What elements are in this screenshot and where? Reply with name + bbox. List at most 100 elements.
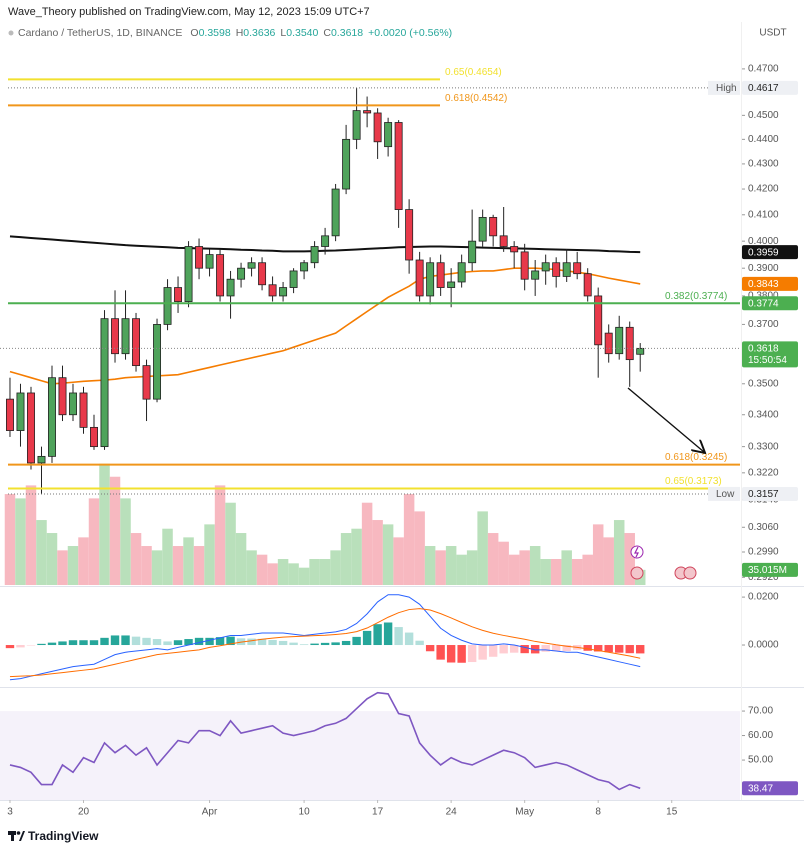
volume-bar (613, 520, 625, 585)
candle-body (195, 246, 204, 269)
volume-bar (309, 559, 320, 585)
candle-body (184, 246, 193, 302)
candle-body (216, 254, 225, 297)
macd-histogram-bar (79, 640, 88, 646)
ohlc-key: H (236, 27, 244, 39)
price-pane (4, 87, 646, 585)
volume-bar (67, 546, 79, 585)
candle-body (48, 377, 56, 457)
macd-pane (5, 594, 645, 681)
y-tick-label: 0.4700 (748, 64, 779, 75)
extreme-value: 0.3157 (748, 489, 779, 500)
volume-bar (435, 550, 446, 585)
projection-arrow (627, 387, 704, 452)
candle-body (373, 112, 382, 143)
macd-histogram-bar (436, 645, 445, 660)
candle-body (58, 377, 67, 416)
macd-histogram-bar (152, 639, 162, 646)
y-tick-label: 0.3500 (748, 378, 779, 389)
volume-bar (603, 537, 614, 585)
extreme-value: 0.4617 (748, 83, 779, 94)
rsi-band (0, 711, 740, 800)
ma-value-box (742, 245, 798, 260)
candle-body (352, 110, 361, 140)
ohlc-value: 0.3598 (199, 27, 231, 39)
candle-body (394, 122, 403, 210)
volume-bar (151, 550, 163, 585)
candle-body (205, 254, 214, 269)
volume-bar (109, 476, 121, 585)
candle-body (489, 216, 498, 237)
macd-histogram-bar (100, 637, 109, 646)
volume-bar (162, 528, 173, 585)
volume-bar (172, 546, 184, 585)
volume-bar (561, 550, 572, 585)
macd-histogram-bar (257, 638, 267, 646)
candle-body (415, 259, 424, 297)
volume-bar (4, 494, 16, 585)
volume-bar (193, 546, 205, 585)
macd-histogram-bar (446, 645, 456, 663)
candle-body (594, 295, 603, 346)
candle-body (310, 246, 319, 264)
candle-body (258, 262, 267, 286)
candle-body (321, 235, 330, 247)
current-price: 0.3618 (748, 344, 779, 355)
candle-body (520, 251, 529, 280)
x-tick-label: 24 (446, 807, 458, 818)
candle-body (457, 262, 466, 283)
candle-body (436, 262, 445, 288)
signal-line (9, 608, 641, 678)
volume-bar (235, 533, 247, 585)
macd-histogram-bar (488, 645, 498, 657)
volume-bar (204, 524, 215, 585)
candle-body (531, 270, 540, 280)
volume-bar (540, 559, 551, 585)
volume-bar (130, 533, 142, 585)
candle-body (573, 262, 582, 275)
volume-bar (277, 559, 289, 585)
candle-body (562, 262, 571, 277)
volume-bar (571, 559, 583, 585)
candle-body (268, 284, 277, 297)
macd-histogram-bar (636, 645, 645, 654)
status-dot (8, 30, 14, 36)
x-tick-label: 17 (372, 807, 384, 818)
volume-value-box (742, 562, 798, 577)
macd-histogram-bar (89, 640, 99, 646)
symbol: Cardano / TetherUS, 1D, BINANCE (18, 27, 182, 39)
ohlc-value: 0.3540 (286, 27, 318, 39)
icon (630, 545, 644, 559)
ohlc-value: 0.3618 (331, 27, 363, 39)
macd-histogram-bar (583, 645, 592, 651)
candle-body (174, 287, 183, 302)
y-tick-label: 0.4100 (748, 209, 779, 220)
y-tick-label: 0.4400 (748, 134, 779, 145)
volume-bar (340, 533, 352, 585)
macd-histogram-bar (215, 637, 225, 646)
candle-body (289, 270, 298, 288)
volume-bar (592, 524, 604, 585)
candle-body (478, 216, 487, 242)
candle-body (153, 324, 162, 400)
macd-histogram-bar (604, 645, 613, 653)
macd-histogram-bar (163, 641, 172, 646)
candle-body (100, 318, 109, 448)
volume-bar (256, 554, 268, 585)
level-price: 0.3774 (748, 298, 779, 309)
volume-bar (529, 546, 541, 585)
candle-body (583, 273, 592, 297)
volume-bar (141, 546, 152, 585)
macd-histogram-bar (37, 643, 46, 646)
volume-bar (372, 520, 383, 585)
fib-level-label: 0.65(0.4654) (445, 67, 502, 78)
y-tick-label: 0.3220 (748, 467, 779, 478)
macd-histogram-bar (247, 638, 256, 646)
macd-histogram-bar (5, 645, 15, 649)
volume-value: 35.015M (748, 565, 787, 576)
macd-histogram-bar (268, 639, 277, 646)
macd-histogram-bar (530, 645, 540, 654)
publisher-line: Wave_Theory published on TradingView.com… (8, 6, 370, 18)
y-tick-label: 0.0000 (748, 640, 779, 651)
volume-bar (246, 550, 257, 585)
